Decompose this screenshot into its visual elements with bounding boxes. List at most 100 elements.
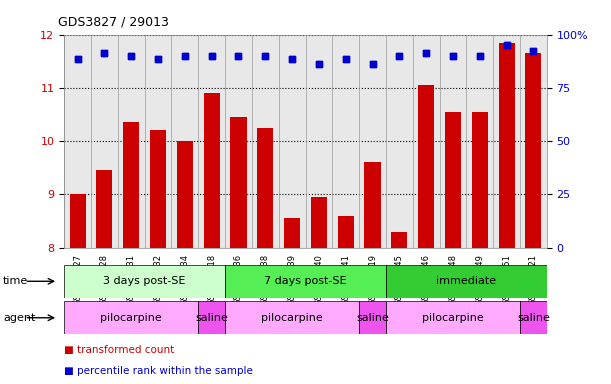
Text: 7 days post-SE: 7 days post-SE <box>264 276 347 286</box>
Bar <box>499 43 514 248</box>
Bar <box>150 131 166 248</box>
Point <box>126 53 136 59</box>
Bar <box>284 218 300 248</box>
Bar <box>279 35 306 248</box>
Bar <box>225 301 359 334</box>
Point <box>126 53 136 59</box>
Point <box>207 53 216 59</box>
Text: saline: saline <box>356 313 389 323</box>
Text: saline: saline <box>517 313 550 323</box>
Bar <box>91 35 118 248</box>
Bar <box>359 301 386 334</box>
Bar <box>150 131 166 248</box>
Point <box>448 53 458 59</box>
Bar <box>466 35 493 248</box>
Point <box>529 48 538 54</box>
Text: GDS3827 / 29013: GDS3827 / 29013 <box>58 16 169 29</box>
Text: immediate: immediate <box>436 276 497 286</box>
Point <box>153 55 163 61</box>
Text: ■ percentile rank within the sample: ■ percentile rank within the sample <box>64 366 253 376</box>
Bar <box>386 301 520 334</box>
Bar <box>118 35 145 248</box>
Point <box>502 42 511 48</box>
Bar <box>365 162 381 248</box>
Text: 3 days post-SE: 3 days post-SE <box>103 276 186 286</box>
Point <box>233 53 243 59</box>
Point <box>502 42 511 48</box>
Bar <box>520 35 547 248</box>
Point <box>233 53 243 59</box>
Bar <box>472 112 488 248</box>
Point <box>314 61 324 67</box>
Bar <box>413 35 439 248</box>
Bar <box>525 53 541 248</box>
Bar <box>499 43 514 248</box>
Point <box>395 53 404 59</box>
Bar <box>306 35 332 248</box>
Bar <box>123 122 139 248</box>
Bar <box>391 232 408 248</box>
Bar <box>145 35 172 248</box>
Bar <box>257 128 273 248</box>
Bar <box>418 85 434 248</box>
Point <box>100 50 109 56</box>
Point <box>368 61 378 67</box>
Point <box>448 53 458 59</box>
Bar <box>70 194 86 248</box>
Bar <box>198 35 225 248</box>
Bar <box>64 301 198 334</box>
Bar <box>418 85 434 248</box>
Bar <box>472 112 488 248</box>
Bar <box>359 35 386 248</box>
Point <box>422 50 431 56</box>
Bar <box>365 162 381 248</box>
Point <box>529 48 538 54</box>
Point <box>341 55 351 61</box>
Point <box>260 53 270 59</box>
Bar <box>338 216 354 248</box>
Text: pilocarpine: pilocarpine <box>262 313 323 323</box>
Point <box>260 53 270 59</box>
Point <box>180 53 190 59</box>
Bar <box>172 35 198 248</box>
Text: ■ transformed count: ■ transformed count <box>64 345 174 355</box>
Bar <box>198 301 225 334</box>
Bar <box>64 35 91 248</box>
Text: pilocarpine: pilocarpine <box>100 313 162 323</box>
Point <box>287 55 297 61</box>
Bar <box>311 197 327 248</box>
Bar <box>493 35 520 248</box>
Point <box>100 50 109 56</box>
Bar <box>386 35 413 248</box>
Bar <box>64 265 225 298</box>
Bar <box>203 93 220 248</box>
Point <box>475 53 485 59</box>
Bar <box>225 35 252 248</box>
Point <box>314 61 324 67</box>
Bar <box>445 112 461 248</box>
Point <box>475 53 485 59</box>
Bar <box>338 216 354 248</box>
Bar <box>252 35 279 248</box>
Point <box>287 55 297 61</box>
Bar <box>284 218 300 248</box>
Text: pilocarpine: pilocarpine <box>422 313 484 323</box>
Bar <box>97 170 112 248</box>
Bar <box>230 117 246 248</box>
Bar <box>177 141 193 248</box>
Bar <box>257 128 273 248</box>
Point <box>153 55 163 61</box>
Bar <box>123 122 139 248</box>
Bar <box>203 93 220 248</box>
Bar <box>225 265 386 298</box>
Point <box>422 50 431 56</box>
Bar <box>177 141 193 248</box>
Point <box>341 55 351 61</box>
Point <box>395 53 404 59</box>
Text: saline: saline <box>195 313 228 323</box>
Bar <box>520 301 547 334</box>
Bar <box>97 170 112 248</box>
Bar <box>70 194 86 248</box>
Point <box>368 61 378 67</box>
Bar <box>391 232 408 248</box>
